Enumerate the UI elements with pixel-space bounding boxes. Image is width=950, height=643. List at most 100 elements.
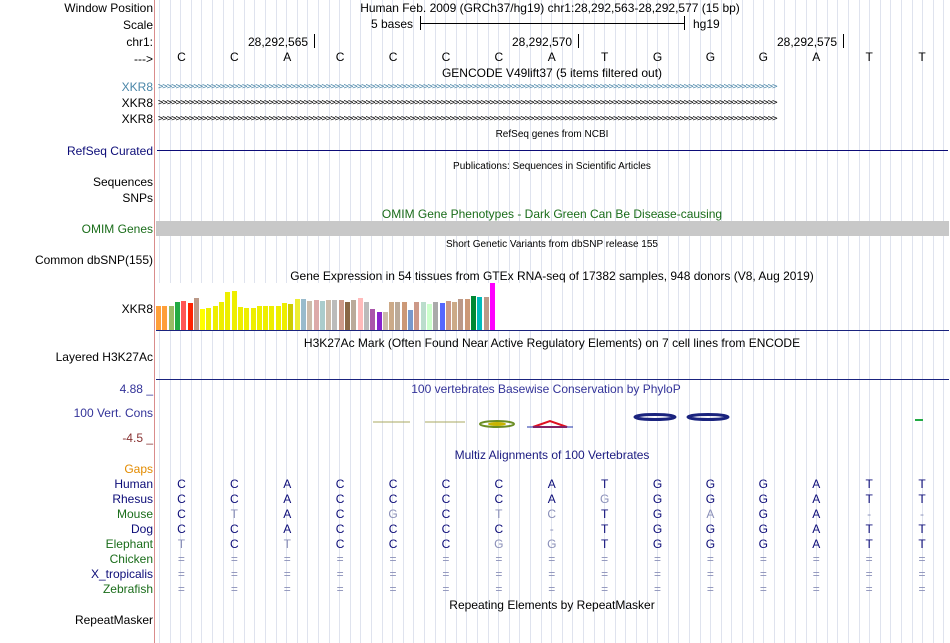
publications-snps-label[interactable]: SNPs [122,191,153,205]
gtex-tissue-bar[interactable] [445,301,451,330]
gtex-tissue-bar[interactable] [231,291,237,330]
multiz-aligned-base: C [335,477,345,491]
refseq-track-title[interactable]: RefSeq genes from NCBI [495,129,609,140]
gtex-tissue-bar[interactable] [162,306,168,330]
gtex-tissue-bar[interactable] [237,307,243,330]
gtex-tissue-bar[interactable] [200,309,206,330]
omim-gene-bar[interactable] [156,221,949,236]
multiz-aligned-base: C [494,492,504,506]
multiz-aligned-base: G [652,522,663,536]
repeatmasker-track-title[interactable]: Repeating Elements by RepeatMasker [449,598,655,612]
multiz-aligned-base: = [865,582,873,596]
repeatmasker-track-label[interactable]: RepeatMasker [74,613,153,627]
gtex-tissue-bar[interactable] [370,309,376,330]
phylop-track-label[interactable]: 100 Vert. Cons [73,406,153,420]
gtex-tissue-bar[interactable] [433,302,439,330]
phylop-logo[interactable] [155,383,950,445]
gtex-tissue-bar[interactable] [181,301,187,330]
gtex-tissue-bar[interactable] [193,298,199,330]
refseq-gene-line[interactable] [157,150,948,151]
gtex-tissue-bar[interactable] [477,297,483,330]
gtex-tissue-bar[interactable] [256,306,262,330]
gencode-transcript[interactable]: >>>>>>>>>>>>>>>>>>>>>>>>>>>>>>>>>>>>>>>>… [158,114,778,124]
gtex-tissue-bar[interactable] [489,283,495,330]
gtex-tissue-bar[interactable] [452,302,458,330]
gtex-tissue-bar[interactable] [345,302,350,330]
phylop-track-title[interactable]: 100 vertebrates Basewise Conservation by… [411,382,681,396]
omim-track-title[interactable]: OMIM Gene Phenotypes - Dark Green Can Be… [381,207,723,221]
gtex-gene-label[interactable]: XKR8 [121,302,153,316]
gtex-tissue-bar[interactable] [338,300,344,330]
gtex-tissue-bar[interactable] [250,308,256,330]
gtex-tissue-bar[interactable] [382,312,388,330]
gtex-tissue-bar[interactable] [326,300,332,330]
gtex-tissue-bar[interactable] [275,306,281,330]
multiz-species-label[interactable]: Dog [130,522,153,536]
multiz-species-label[interactable]: Rhesus [112,492,153,506]
gtex-tissue-bar[interactable] [282,303,287,330]
gtex-tissue-bar[interactable] [439,303,445,330]
gtex-tissue-bar[interactable] [376,312,382,330]
gtex-tissue-bar[interactable] [225,292,231,330]
gtex-tissue-bar[interactable] [389,302,395,330]
gtex-tissue-bar[interactable] [263,306,269,330]
h3k27ac-track-label[interactable]: Layered H3K27Ac [55,350,153,364]
gtex-tissue-bar[interactable] [187,303,193,330]
gtex-track-title[interactable]: Gene Expression in 54 tissues from GTEx … [290,269,814,283]
gtex-tissue-bar[interactable] [401,302,407,330]
publications-sequences-label[interactable]: Sequences [92,175,153,189]
multiz-species-label[interactable]: Chicken [109,552,153,566]
gtex-tissue-bar[interactable] [300,299,306,330]
multiz-species-label[interactable]: Elephant [105,537,153,551]
dbsnp-track-title[interactable]: Short Genetic Variants from dbSNP releas… [446,239,658,250]
gtex-tissue-bar[interactable] [363,302,369,330]
multiz-track-title[interactable]: Multiz Alignments of 100 Vertebrates [454,448,650,462]
omim-track-label[interactable]: OMIM Genes [81,222,153,236]
gtex-tissue-bar[interactable] [269,306,275,330]
gtex-tissue-bar[interactable] [420,302,426,330]
gtex-tissue-bar[interactable] [357,298,363,330]
gencode-gene-label[interactable]: XKR8 [121,96,153,110]
multiz-species-label[interactable]: Human [114,477,153,491]
gtex-tissue-bar[interactable] [464,299,470,330]
publications-track-title[interactable]: Publications: Sequences in Scientific Ar… [453,161,651,172]
gtex-tissue-bar[interactable] [414,302,420,330]
gtex-tissue-bar[interactable] [156,306,161,330]
multiz-gaps-label[interactable]: Gaps [124,462,153,476]
gtex-tissue-bar[interactable] [483,297,489,330]
refseq-track-label[interactable]: RefSeq Curated [66,144,153,158]
multiz-species-label[interactable]: X_tropicalis [90,567,153,581]
gtex-tissue-bar[interactable] [168,306,174,330]
gencode-track-title[interactable]: GENCODE V49lift37 (5 items filtered out) [441,66,663,80]
h3k27ac-track-title[interactable]: H3K27Ac Mark (Often Found Near Active Re… [303,336,801,350]
gtex-tissue-bar[interactable] [288,304,294,330]
gencode-transcript[interactable]: >>>>>>>>>>>>>>>>>>>>>>>>>>>>>>>>>>>>>>>>… [158,82,778,92]
multiz-species-label[interactable]: Zebrafish [102,582,153,596]
gtex-expression-chart[interactable] [156,283,536,330]
gtex-tissue-bar[interactable] [307,301,313,330]
multiz-species-label[interactable]: Mouse [116,507,153,521]
gtex-tissue-bar[interactable] [294,299,300,330]
multiz-aligned-base: A [283,492,292,506]
gtex-tissue-bar[interactable] [458,299,464,330]
gtex-tissue-bar[interactable] [332,300,338,330]
multiz-aligned-base: A [547,477,556,491]
gtex-tissue-bar[interactable] [244,308,250,330]
gtex-tissue-bar[interactable] [313,300,319,330]
gtex-tissue-bar[interactable] [351,300,357,330]
multiz-aligned-base: = [336,582,344,596]
gtex-tissue-bar[interactable] [426,304,432,330]
gtex-tissue-bar[interactable] [471,296,476,330]
window-position-value[interactable]: Human Feb. 2009 (GRCh37/hg19) chr1:28,29… [360,1,740,15]
dbsnp-track-label[interactable]: Common dbSNP(155) [34,253,153,267]
gtex-tissue-bar[interactable] [408,310,413,330]
gencode-transcript[interactable]: >>>>>>>>>>>>>>>>>>>>>>>>>>>>>>>>>>>>>>>>… [158,98,778,108]
gtex-tissue-bar[interactable] [219,302,224,330]
gtex-tissue-bar[interactable] [395,302,401,330]
gencode-gene-label[interactable]: XKR8 [121,80,153,94]
gtex-tissue-bar[interactable] [206,308,212,330]
gtex-tissue-bar[interactable] [319,301,325,330]
gtex-tissue-bar[interactable] [174,302,180,330]
gencode-gene-label[interactable]: XKR8 [121,112,153,126]
gtex-tissue-bar[interactable] [212,306,218,330]
